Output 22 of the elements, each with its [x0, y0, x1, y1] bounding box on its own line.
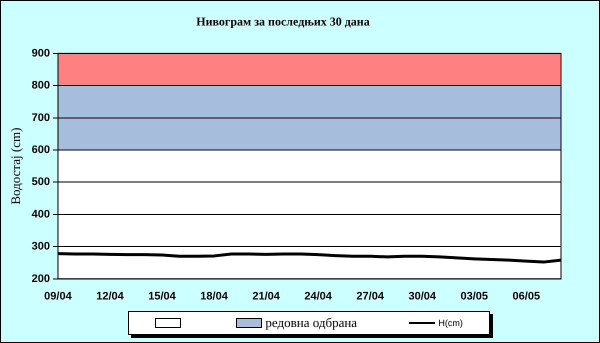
- x-tick-label: 30/04: [408, 290, 437, 302]
- legend-label: H(cm): [438, 318, 463, 328]
- y-tick-label: 800: [32, 80, 50, 92]
- x-tick-label: 18/04: [200, 290, 229, 302]
- x-tick-label: 21/04: [252, 290, 281, 302]
- x-tick-label: 06/05: [512, 290, 540, 302]
- x-tick-label: 27/04: [356, 290, 385, 302]
- y-tick-label: 600: [32, 144, 50, 156]
- y-tick-label: 400: [32, 208, 50, 220]
- chart-title: Нивограм за последњих 30 дана: [196, 14, 370, 28]
- legend-label: редовна одбрана: [265, 315, 358, 331]
- y-axis-title: Водостај (cm): [8, 128, 24, 205]
- y-tick-label: 200: [32, 272, 50, 285]
- x-tick-label: 15/04: [148, 290, 177, 302]
- x-tick-label: 09/04: [44, 290, 73, 302]
- y-tick-label: 900: [32, 47, 50, 60]
- x-tick-label: 03/05: [460, 290, 488, 302]
- y-tick-label: 700: [32, 112, 50, 124]
- y-tick-label: 500: [32, 176, 50, 188]
- x-tick-label: 24/04: [304, 290, 333, 302]
- x-tick-label: 12/04: [96, 290, 125, 302]
- y-tick-label: 300: [32, 240, 50, 253]
